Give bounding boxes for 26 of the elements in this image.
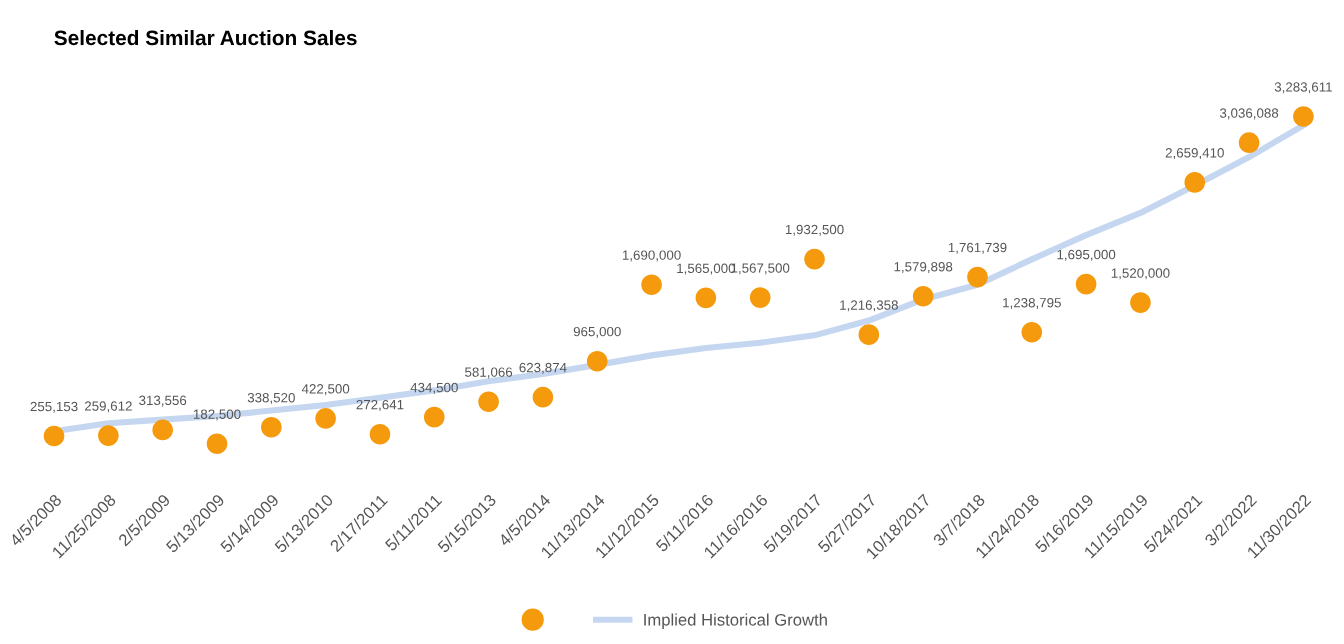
point (1021, 321, 1043, 343)
point (804, 248, 825, 270)
point (695, 287, 717, 309)
point (315, 408, 336, 429)
point (478, 391, 499, 412)
point (261, 416, 282, 438)
point (1130, 292, 1151, 313)
point (423, 406, 445, 428)
point (1238, 132, 1260, 153)
point (1184, 172, 1206, 193)
point (1293, 106, 1314, 127)
point (206, 433, 228, 455)
point (98, 425, 119, 446)
point (749, 287, 771, 308)
point (532, 386, 554, 408)
point (586, 350, 608, 372)
point (967, 266, 988, 288)
chart-title: Selected Similar Auction Sales (54, 29, 357, 46)
point (641, 274, 662, 295)
point (369, 423, 391, 445)
point (1075, 273, 1097, 295)
point (43, 425, 65, 447)
point (152, 419, 173, 441)
point (912, 286, 934, 307)
legend-label: Implied Historical Growth (644, 613, 827, 629)
point (858, 324, 880, 345)
